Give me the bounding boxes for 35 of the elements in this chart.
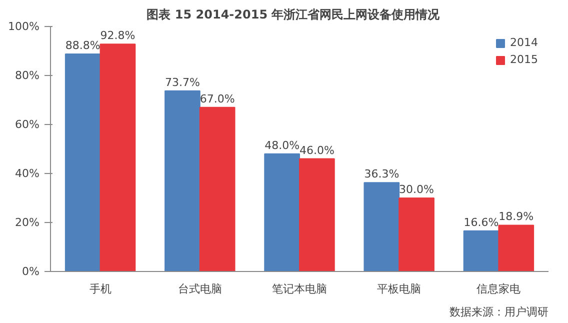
y-tick-label: 0% (22, 265, 40, 278)
x-tick-label: 台式电脑 (178, 282, 222, 296)
data-label: 73.7% (165, 76, 200, 89)
data-label: 30.0% (399, 183, 434, 196)
legend-label: 2014 (510, 36, 538, 49)
bar (199, 106, 236, 272)
bar (64, 53, 101, 272)
bar (100, 44, 136, 272)
y-tick-label: 20% (15, 216, 40, 229)
bar (264, 153, 300, 272)
data-label: 36.3% (364, 168, 400, 181)
x-tick-label: 信息家电 (476, 282, 521, 296)
data-label: 88.8% (65, 38, 100, 52)
x-tick-label: 手机 (89, 282, 112, 296)
bar (299, 158, 335, 272)
bar (398, 198, 434, 272)
chart-title: 图表 15 2014-2015 年浙江省网民上网设备使用情况 (146, 8, 441, 22)
x-tick-label: 平板电脑 (377, 282, 422, 296)
y-tick-label: 100% (8, 20, 40, 33)
bar (463, 230, 500, 272)
bar (364, 182, 400, 272)
bar (164, 90, 200, 272)
x-tick-label: 笔记本电脑 (272, 282, 327, 296)
y-tick-label: 40% (15, 167, 40, 180)
data-label: 67.0% (200, 92, 235, 106)
data-label: 92.8% (100, 29, 136, 42)
data-label: 48.0% (264, 138, 300, 152)
y-tick-label: 80% (15, 69, 40, 82)
bar (498, 224, 534, 272)
y-tick-label: 60% (15, 118, 40, 131)
data-label: 16.6% (464, 216, 499, 229)
data-label: 46.0% (299, 144, 334, 157)
legend-label: 2015 (510, 53, 538, 66)
source-note: 数据来源：用户调研 (450, 306, 548, 318)
data-label: 18.9% (498, 210, 534, 224)
